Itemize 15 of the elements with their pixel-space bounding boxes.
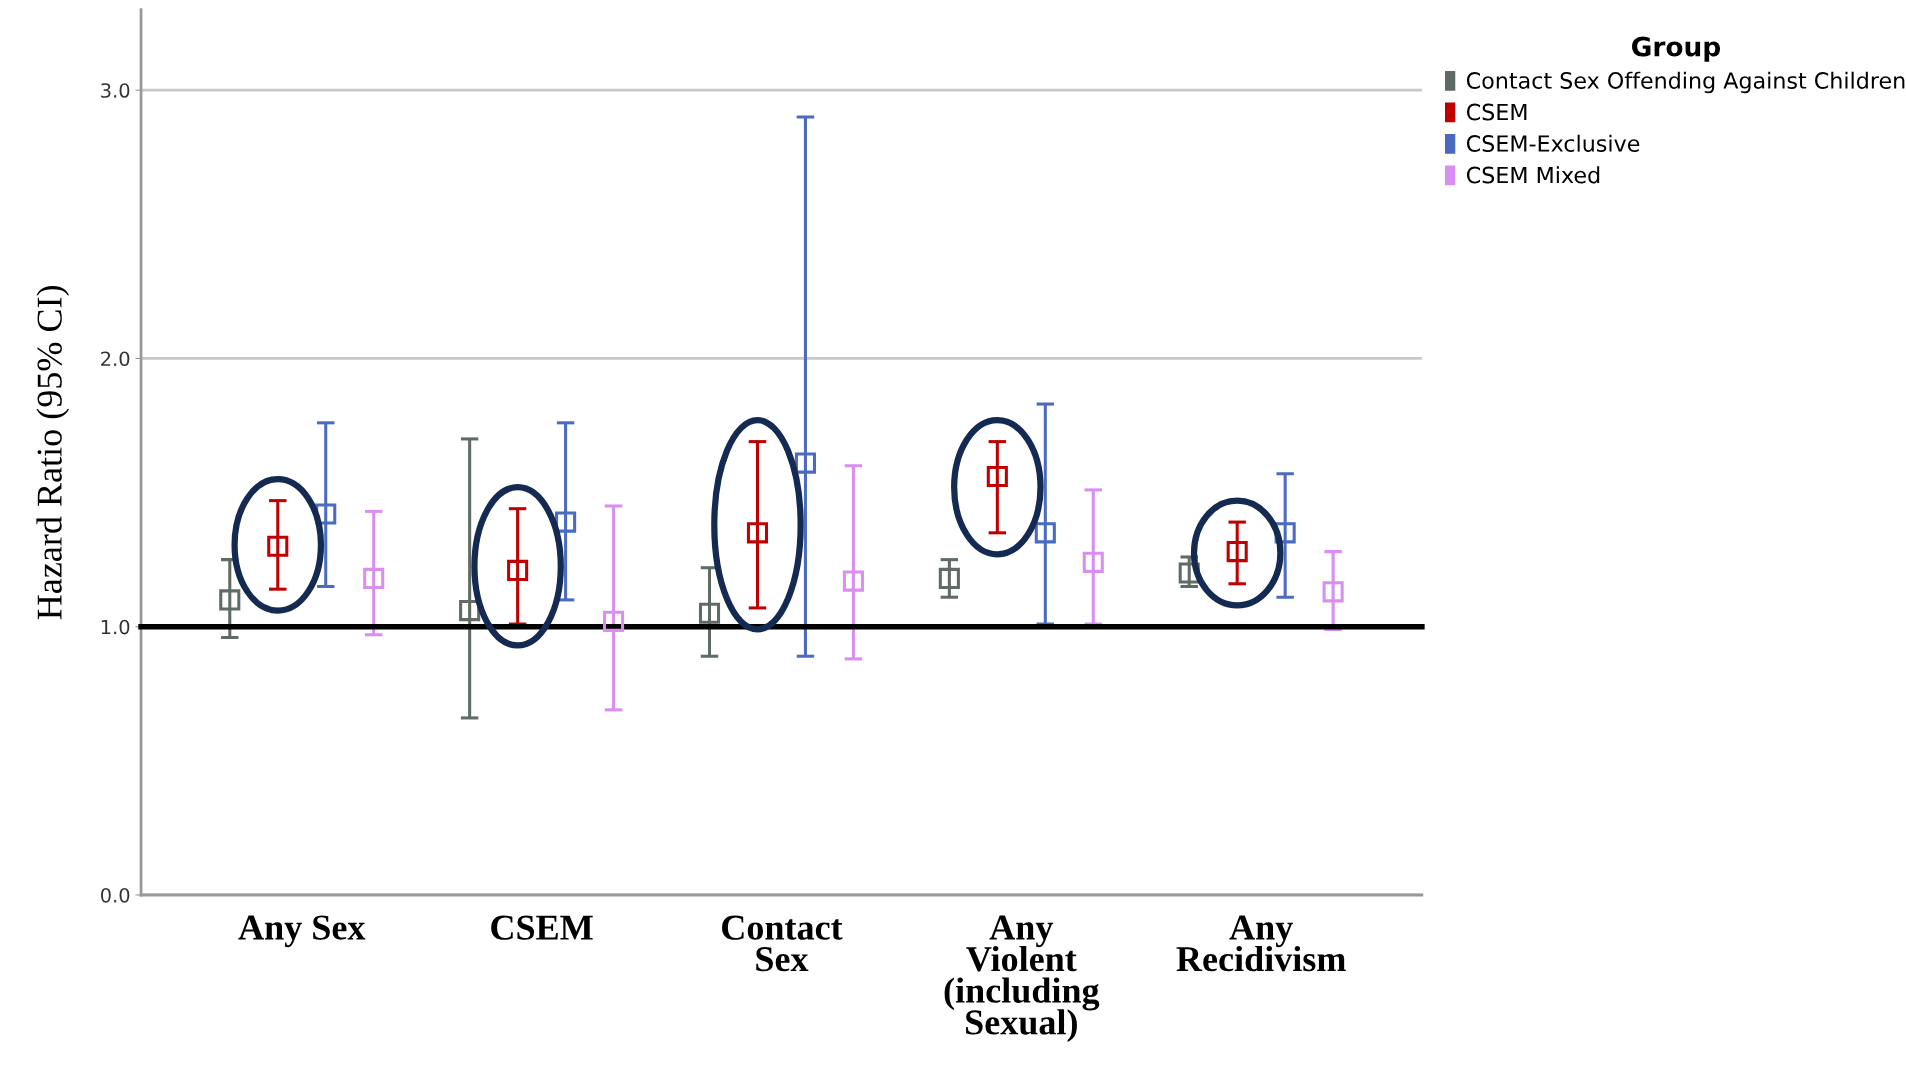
x-tick-label: CSEM <box>491 915 593 940</box>
x-tick-label: Any Recidivism <box>1176 915 1346 972</box>
y-tick-label: 1.0 <box>101 619 130 635</box>
y-axis-title: Hazard Ratio (95% CI) <box>36 285 70 620</box>
legend-label: Contact Sex Offending Against Children <box>1466 71 1905 94</box>
y-tick-label: 0.0 <box>100 887 130 903</box>
legend-label: CSEM-Exclusive <box>1466 134 1640 152</box>
legend-label: CSEM Mixed <box>1466 166 1600 184</box>
legend-title: Group <box>1632 36 1721 62</box>
y-tick-label: 2.0 <box>101 351 130 367</box>
x-tick-label: Any Sex <box>238 915 366 948</box>
x-tick-label: Contact Sex <box>722 915 843 972</box>
legend-label: CSEM <box>1466 103 1527 121</box>
x-tick-label: Any Violent (including Sexual) <box>944 915 1100 1042</box>
y-tick-label: 3.0 <box>101 83 130 98</box>
